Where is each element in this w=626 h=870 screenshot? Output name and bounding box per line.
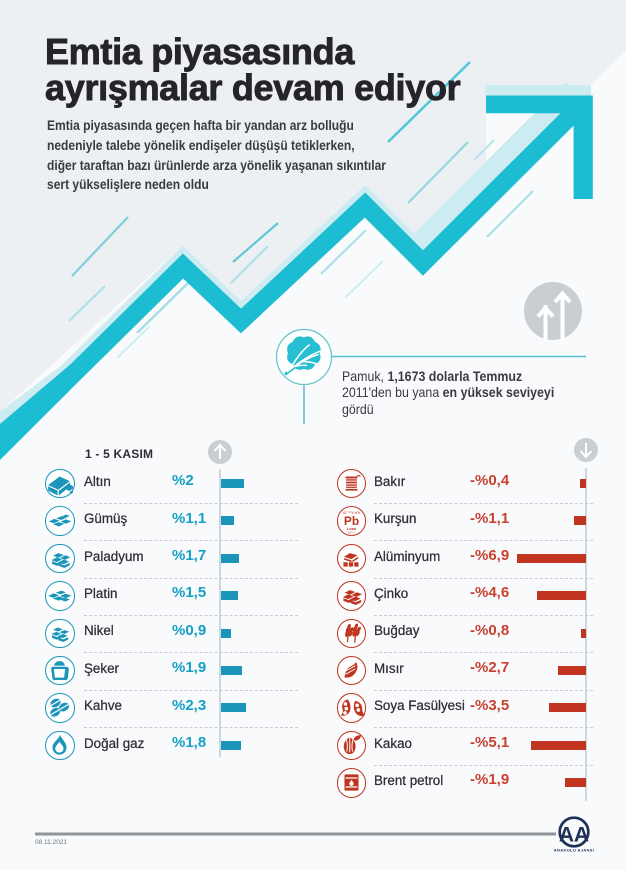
svg-text:A: A — [559, 824, 574, 847]
svg-text:Pb: Pb — [343, 514, 358, 528]
svg-text:207.2: 207.2 — [348, 531, 355, 534]
svg-text:ANADOLU AJANSI: ANADOLU AJANSI — [554, 848, 595, 853]
svg-text:A: A — [574, 824, 589, 847]
svg-text:Lead: Lead — [346, 527, 356, 532]
svg-text:82 °*°b°a°b: 82 °*°b°a°b — [342, 511, 359, 515]
